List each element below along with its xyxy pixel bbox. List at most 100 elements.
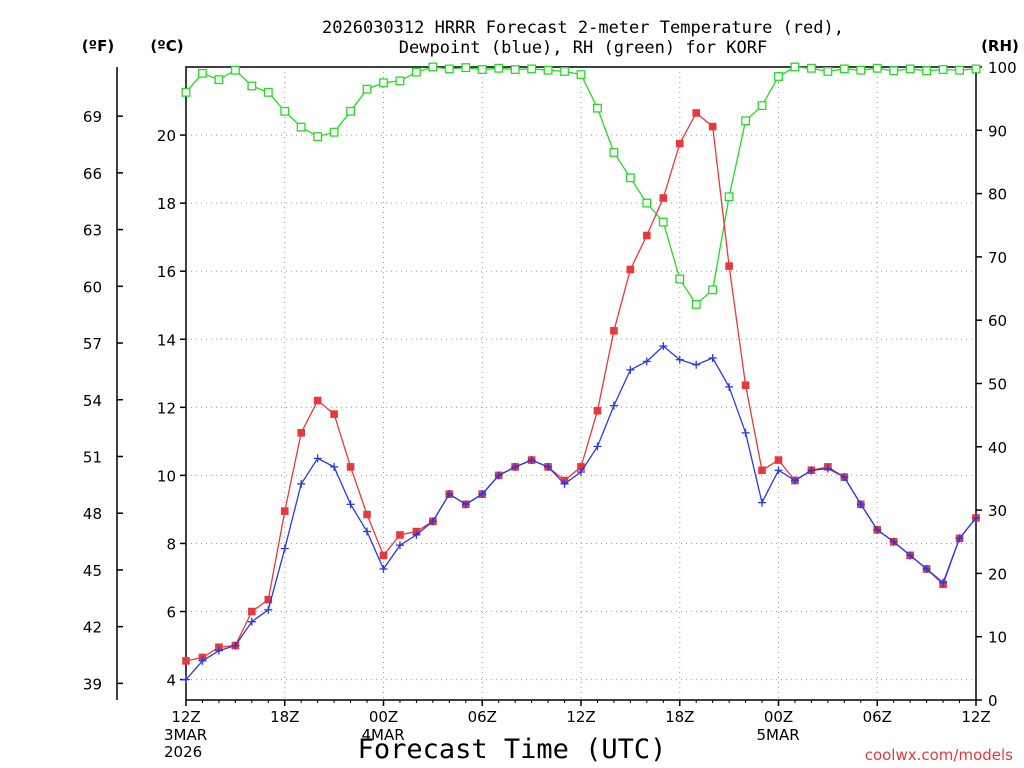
x-date-label: 4MAR — [362, 726, 405, 744]
rh-tick-label: 80 — [988, 186, 1007, 204]
temperature-point — [363, 510, 371, 519]
dewpoint-point — [280, 544, 289, 553]
x-tick-label: 12Z — [171, 708, 200, 726]
dewpoint-point — [609, 401, 618, 410]
dewpoint-point — [494, 471, 503, 480]
rh-point — [675, 274, 685, 284]
dewpoint-point — [725, 382, 734, 391]
x-tick-label: 00Z — [764, 708, 793, 726]
celsius-unit-label: (ºC) — [150, 37, 183, 55]
temperature-point — [758, 466, 766, 475]
rh-point — [872, 63, 882, 73]
temperature-point — [182, 657, 190, 665]
celsius-tick-label: 16 — [157, 263, 176, 281]
celsius-tick-label: 14 — [157, 331, 176, 349]
rh-point — [198, 68, 207, 78]
rh-point — [790, 62, 800, 72]
x-tick-label: 06Z — [863, 708, 892, 726]
dewpoint-point — [807, 466, 816, 475]
dewpoint-point — [264, 605, 273, 614]
fahrenheit-tick-label: 54 — [83, 392, 102, 410]
rh-point — [329, 127, 339, 137]
dewpoint-point — [906, 551, 915, 560]
rh-tick-label: 10 — [988, 629, 1007, 647]
rh-point — [494, 63, 504, 73]
rh-point — [691, 299, 701, 309]
fahrenheit-tick-label: 66 — [83, 165, 102, 183]
temperature-point — [330, 410, 338, 418]
dewpoint-point — [642, 357, 651, 366]
temperature-point — [396, 531, 404, 539]
rh-point — [955, 65, 964, 75]
rh-point — [658, 217, 668, 227]
rh-tick-label: 100 — [988, 59, 1017, 77]
dewpoint-point — [379, 564, 388, 573]
rh-point — [428, 62, 438, 72]
dewpoint-point — [873, 525, 882, 534]
temperature-point — [692, 109, 701, 117]
dewpoint-point — [856, 500, 865, 509]
dewpoint-point — [577, 467, 585, 476]
x-tick-label: 06Z — [468, 708, 497, 726]
rh-point — [411, 67, 421, 77]
temperature-point — [313, 396, 322, 405]
temperature-point — [774, 456, 783, 464]
dewpoint-point — [313, 454, 322, 463]
celsius-tick-label: 6 — [166, 604, 176, 622]
dewpoint-point — [198, 656, 207, 665]
dewpoint-point — [790, 476, 799, 485]
dewpoint-point — [544, 462, 553, 471]
dewpoint-point — [330, 462, 339, 471]
rh-point — [806, 63, 816, 73]
rh-point — [444, 64, 454, 74]
rh-point — [889, 66, 899, 76]
fahrenheit-tick-label: 42 — [83, 619, 102, 637]
dewpoint-point — [972, 513, 980, 522]
celsius-tick-label: 4 — [166, 672, 176, 690]
x-axis-label: Forecast Time (UTC) — [358, 734, 667, 765]
dewpoint-point — [511, 462, 520, 471]
rh-tick-label: 20 — [988, 565, 1007, 583]
rh-tick-label: 50 — [988, 376, 1007, 394]
temperature-point — [725, 262, 733, 270]
celsius-tick-label: 10 — [157, 467, 176, 485]
rh-point — [823, 66, 833, 76]
dewpoint-point — [659, 342, 668, 351]
rh-unit-label: (RH) — [981, 37, 1019, 55]
dewpoint-point — [939, 578, 948, 587]
fahrenheit-unit-label: (ºF) — [82, 37, 114, 55]
dewpoint-point — [231, 641, 240, 650]
x-date-label: 5MAR — [757, 726, 800, 744]
rh-point — [774, 72, 783, 81]
rh-point — [313, 132, 323, 142]
dewpoint-point — [758, 498, 767, 507]
temperature-point — [643, 231, 651, 240]
rh-tick-label: 30 — [988, 502, 1007, 520]
rh-point — [477, 65, 487, 74]
rh-tick-label: 90 — [988, 122, 1007, 140]
x-date-label: 3MAR — [164, 726, 207, 744]
rh-point — [247, 81, 257, 91]
rh-point — [543, 65, 553, 75]
rh-point — [280, 106, 290, 116]
temperature-point — [346, 463, 355, 471]
rh-tick-label: 0 — [988, 692, 998, 710]
rh-point — [741, 116, 751, 126]
rh-point — [609, 148, 619, 157]
dewpoint-point — [823, 464, 832, 473]
temperature-point — [297, 429, 306, 437]
chart-title-line2: Dewpoint (blue), RH (green) for KORF — [399, 38, 767, 58]
temperature-point — [379, 551, 388, 560]
dewpoint-point — [461, 500, 470, 509]
x-tick-label: 18Z — [270, 708, 299, 726]
dewpoint-point — [774, 466, 783, 475]
rh-point — [724, 192, 734, 202]
temperature-point — [264, 595, 273, 604]
rh-point — [214, 75, 224, 85]
rh-point — [922, 66, 932, 76]
rh-tick-label: 70 — [988, 249, 1007, 267]
rh-point — [560, 66, 569, 76]
rh-point — [527, 64, 537, 74]
dewpoint-point — [955, 534, 964, 543]
